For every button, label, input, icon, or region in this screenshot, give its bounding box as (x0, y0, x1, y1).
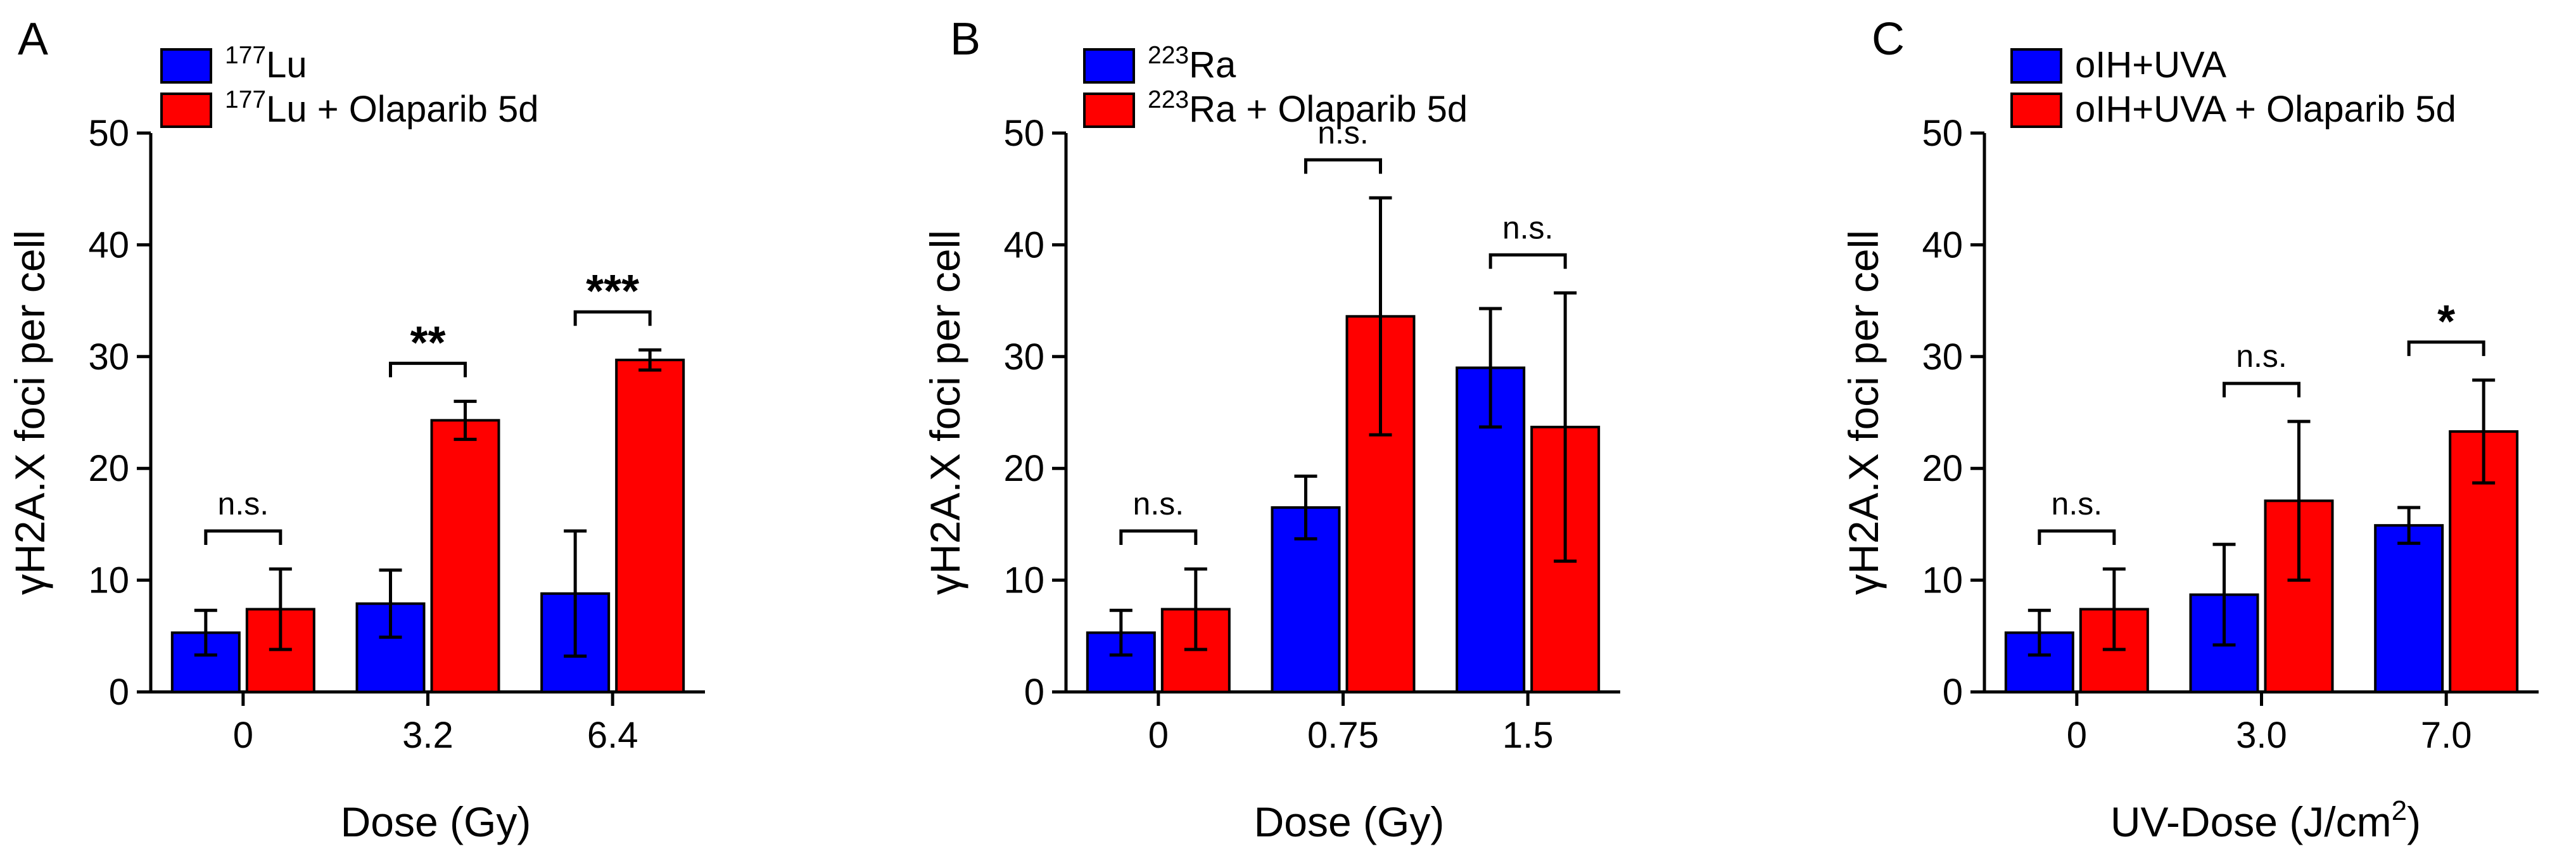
significance-label: *** (586, 266, 639, 317)
y-tick-label: 10 (1003, 560, 1044, 601)
y-axis-label: γH2A.X foci per cell (6, 230, 53, 595)
y-tick-label: 40 (88, 224, 129, 265)
legend-label-blue-sup: 177 (225, 42, 266, 69)
significance-bracket (204, 529, 282, 545)
bar-blue (2374, 524, 2444, 693)
x-tick-label: 6.4 (587, 715, 638, 756)
x-axis-label: UV-Dose (J/cm2) (2110, 795, 2421, 845)
legend-swatch-red (160, 93, 212, 128)
legend-label-red-main: Lu + Olaparib 5d (266, 89, 538, 130)
legend-swatch-red (1083, 93, 1135, 128)
bar-red (615, 359, 685, 693)
significance-label: n.s. (1502, 210, 1554, 245)
y-tick-label: 50 (88, 113, 129, 154)
y-tick-label: 20 (1922, 448, 1963, 489)
y-tick-label: 20 (1003, 448, 1044, 489)
x-tick-label: 7.0 (2421, 715, 2472, 756)
y-axis-label: γH2A.X foci per cell (922, 230, 968, 595)
x-axis-label-main: Dose (Gy) (1254, 798, 1445, 845)
legend-swatch-red (2010, 93, 2062, 128)
panel-letter: C (1872, 14, 1905, 65)
x-tick-label: 0 (2067, 715, 2087, 756)
significance-label: n.s. (2236, 338, 2287, 374)
panel-letter: B (950, 14, 980, 65)
legend-label-red: 223Ra + Olaparib 5d (1148, 86, 1468, 130)
y-tick-label: 40 (1922, 224, 1963, 265)
x-tick-label: 3.2 (402, 715, 454, 756)
y-tick-label: 20 (88, 448, 129, 489)
legend-label-red-sup: 223 (1148, 86, 1189, 113)
significance-label: ** (410, 317, 445, 368)
significance-bracket (2038, 529, 2116, 545)
y-tick-label: 0 (1943, 672, 1963, 713)
x-axis-label: Dose (Gy) (1254, 798, 1445, 845)
significance-label: n.s. (1317, 115, 1369, 150)
significance-bracket (1304, 158, 1382, 174)
legend-label-blue: 223Ra (1148, 42, 1236, 86)
y-axis-label: γH2A.X foci per cell (1840, 230, 1887, 595)
y-tick-label: 10 (88, 560, 129, 601)
significance-bracket (389, 361, 467, 378)
significance-bracket (1119, 529, 1198, 545)
legend-label-red-main: Ra + Olaparib 5d (1189, 89, 1468, 130)
x-axis-label-sup: 2 (2392, 795, 2407, 826)
significance-label: n.s. (2052, 486, 2103, 521)
legend-label-red: 177Lu + Olaparib 5d (225, 86, 539, 130)
x-tick-label: 0.75 (1307, 715, 1379, 756)
y-tick-label: 30 (1003, 336, 1044, 378)
legend-swatch-blue (2010, 48, 2062, 84)
bar-red (430, 419, 500, 694)
legend-label-blue-sup: 223 (1148, 42, 1189, 69)
x-axis-label: Dose (Gy) (341, 798, 531, 845)
legend-label-red: oIH+UVA + Olaparib 5d (2075, 89, 2456, 130)
x-tick-label: 0 (233, 715, 253, 756)
significance-label: n.s. (1133, 486, 1184, 521)
significance-bracket (2407, 340, 2485, 356)
y-tick-label: 30 (1922, 336, 1963, 378)
significance-bracket (573, 310, 652, 326)
panel-b: B 0 10 20 30 40 50 γH2A.X foci per cell 0 0.75 1.5… (922, 14, 1620, 845)
panel-a: A 0 10 20 30 40 50 γH2A.X foci per cell 0 3.2 6.4 D… (6, 14, 705, 845)
significance-bracket (2223, 381, 2300, 398)
legend-swatch-blue (160, 48, 212, 84)
x-axis-label-main: Dose (Gy) (341, 798, 531, 845)
significance-label: * (2437, 297, 2455, 347)
y-tick-label: 40 (1003, 224, 1044, 265)
legend-label-red-sup: 177 (225, 86, 266, 113)
legend-label-blue-main: Lu (266, 44, 307, 86)
x-tick-label: 1.5 (1502, 715, 1554, 756)
x-axis-label-main: UV-Dose (J/cm (2110, 798, 2392, 845)
legend-swatch-blue (1083, 48, 1135, 84)
legend-label-blue-main: Ra (1189, 44, 1236, 86)
x-tick-label: 0 (1148, 715, 1169, 756)
y-tick-label: 10 (1922, 560, 1963, 601)
x-axis-label-after: ) (2407, 798, 2421, 845)
panel-letter: A (18, 14, 48, 65)
y-tick-label: 0 (1024, 672, 1044, 713)
significance-bracket (1488, 253, 1567, 269)
legend-label-blue: oIH+UVA (2075, 44, 2226, 86)
y-tick-label: 50 (1003, 113, 1044, 154)
legend-label-blue: 177Lu (225, 42, 307, 86)
y-tick-label: 50 (1922, 113, 1963, 154)
y-tick-label: 30 (88, 336, 129, 378)
x-tick-label: 3.0 (2236, 715, 2287, 756)
significance-label: n.s. (218, 486, 269, 521)
y-tick-label: 0 (109, 672, 129, 713)
